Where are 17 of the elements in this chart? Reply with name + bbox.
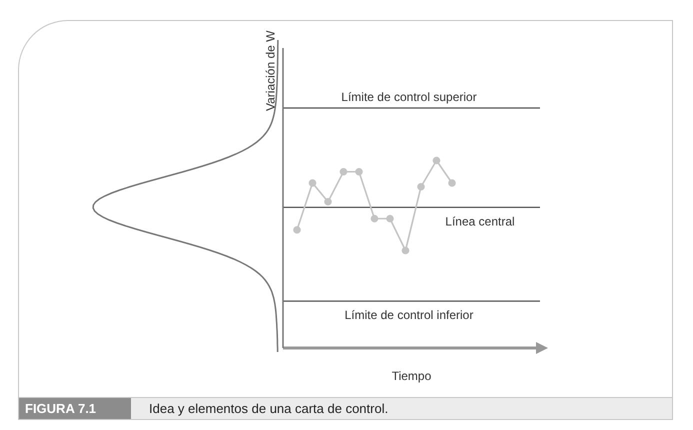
point xyxy=(448,179,456,187)
point xyxy=(370,214,378,222)
ref-line-label: Límite de control superior xyxy=(341,90,477,104)
point xyxy=(417,182,425,191)
ref-line-label: Línea central xyxy=(445,214,515,228)
point xyxy=(340,168,348,176)
point xyxy=(432,156,440,164)
x-axis-title: Tiempo xyxy=(392,369,432,383)
point xyxy=(355,168,363,176)
point xyxy=(402,246,410,254)
text: FIGURA 7.1 xyxy=(19,398,131,419)
point xyxy=(324,198,332,206)
point xyxy=(293,226,301,234)
point xyxy=(308,179,316,187)
text: Idea y elementos de una carta de control. xyxy=(149,400,388,418)
point xyxy=(386,214,394,222)
ref-line-label: Límite de control inferior xyxy=(344,308,474,322)
